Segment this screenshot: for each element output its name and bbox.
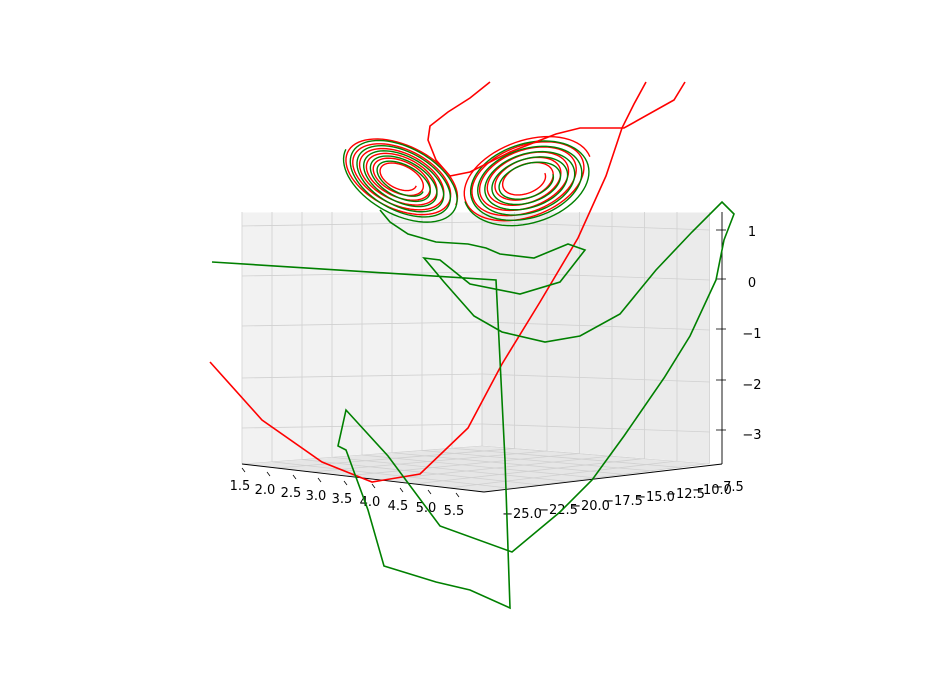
- x-tick-mark: [241, 467, 246, 473]
- y-tick-label: −20.0: [570, 499, 610, 514]
- y-tick-label: −25.0: [502, 507, 542, 522]
- red-trajectory-segment: [427, 81, 686, 177]
- grid-line: [241, 423, 483, 429]
- grid-line: [447, 460, 678, 489]
- grid-line: [481, 423, 711, 433]
- grid-line: [481, 221, 711, 231]
- x-tick-label: 5.0: [416, 501, 437, 516]
- x-tick-label: 5.5: [444, 504, 465, 519]
- z-tick-label: 1: [748, 225, 756, 240]
- x-tick-label: 1.5: [230, 479, 251, 494]
- x-tick-mark: [399, 487, 404, 493]
- grid-line: [276, 448, 515, 469]
- x-tick-label: 2.0: [255, 483, 276, 498]
- grid-line: [241, 321, 483, 327]
- x-tick-label: 2.5: [281, 486, 302, 501]
- x-tick-mark: [266, 471, 271, 477]
- y-tick-label: −10.0: [692, 483, 732, 498]
- z-tick-label: −3: [742, 428, 761, 443]
- grid-line: [481, 373, 711, 383]
- grid-line: [344, 453, 580, 477]
- y-tick-label: −22.5: [538, 503, 578, 518]
- x-tick-label: 3.0: [306, 489, 327, 504]
- y-axis-line: [483, 463, 723, 493]
- y-tick-label: −17.5: [603, 494, 643, 509]
- grid-line: [241, 221, 483, 227]
- grid-line: [241, 271, 483, 277]
- x-tick-mark: [292, 474, 297, 480]
- x-tick-mark: [371, 483, 376, 489]
- grid-line: [481, 271, 711, 281]
- grid-line: [482, 463, 710, 493]
- x-tick-mark: [455, 492, 460, 498]
- green-attractor-left-wing: [342, 139, 458, 223]
- grid-lines: [241, 212, 711, 493]
- grid-line: [391, 452, 626, 475]
- grid-line: [379, 455, 613, 481]
- x-tick-mark: [343, 480, 348, 486]
- y-tick-label: −7.5: [712, 480, 744, 495]
- grid-line: [271, 461, 513, 489]
- grid-line: [481, 321, 711, 331]
- z-tick-label: −1: [742, 327, 761, 342]
- grid-line: [331, 456, 569, 482]
- x-tick-label: 3.5: [332, 492, 353, 507]
- x-tick-label: 4.5: [388, 499, 409, 514]
- x-tick-mark: [427, 489, 432, 495]
- x-tick-mark: [317, 477, 322, 483]
- grid-line: [481, 445, 710, 465]
- z-tick-label: −2: [742, 378, 761, 393]
- grid-line: [413, 458, 645, 485]
- y-tick-label: −15.0: [635, 490, 675, 505]
- x-tick-label: 4.0: [360, 495, 381, 510]
- grid-line: [241, 373, 483, 379]
- grid-line: [310, 450, 548, 473]
- grid-line: [421, 450, 654, 472]
- grid-line: [361, 454, 597, 479]
- tick-labels: 1.5 2.0 2.5 3.0 3.5 4.0 4.5 5.0 5.5 −25.0−22.5−20…: [230, 225, 762, 522]
- grid-line: [241, 445, 483, 465]
- red-attractor-right-wing: [463, 135, 591, 222]
- y-tick-label: −12.5: [665, 487, 705, 502]
- data-series: [209, 81, 735, 610]
- green-trajectory-line: [211, 200, 735, 610]
- z-tick-label: 0: [748, 276, 756, 291]
- grid-line: [451, 447, 682, 468]
- green-attractor-right-wing: [464, 140, 590, 227]
